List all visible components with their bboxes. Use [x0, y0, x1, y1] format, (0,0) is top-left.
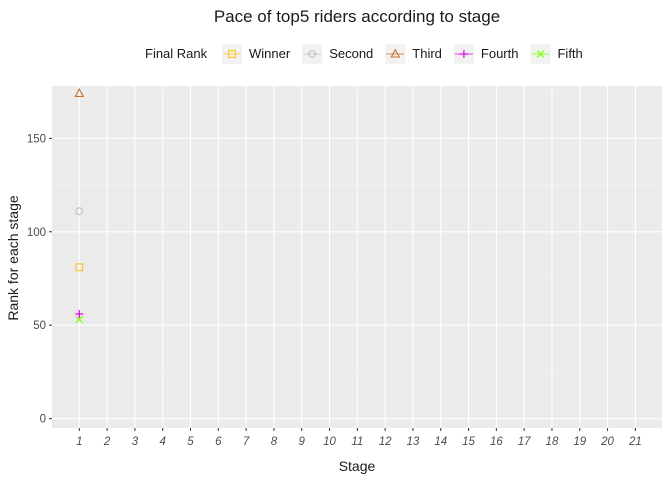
- x-tick-label: 7: [243, 436, 250, 448]
- x-tick-label: 19: [573, 436, 586, 448]
- x-tick-label: 1: [76, 436, 82, 448]
- data-point-winner: [75, 263, 84, 272]
- data-point-fourth: [75, 310, 84, 318]
- plot-panel: [52, 86, 662, 428]
- legend-key-fourth: [453, 44, 474, 64]
- x-tick-label: 13: [407, 436, 420, 448]
- legend: Final Rank Winner Second Third Fourth Fifth: [145, 44, 583, 64]
- x-tick-label: 10: [323, 436, 336, 448]
- x-tick-label: 11: [351, 436, 363, 448]
- legend-label: Winner: [249, 46, 291, 61]
- x-axis-title: Stage: [339, 458, 376, 474]
- data-point-second: [75, 207, 84, 216]
- data-point-third: [74, 87, 85, 98]
- x-tick-label: 6: [215, 436, 222, 448]
- y-axis-title: Rank for each stage: [5, 195, 21, 321]
- y-tick-label: 150: [27, 133, 46, 145]
- chart-title: Pace of top5 riders according to stage: [214, 7, 500, 26]
- x-tick-label: 8: [271, 436, 278, 448]
- legend-key-winner: [222, 44, 242, 64]
- y-tick-label: 100: [27, 227, 46, 239]
- legend-label: Fourth: [481, 46, 519, 61]
- x-tick-label: 5: [187, 436, 194, 448]
- data-point-fifth: [75, 315, 84, 324]
- y-tick-label: 0: [40, 414, 46, 426]
- x-tick-label: 3: [132, 436, 139, 448]
- x-tick-label: 12: [379, 436, 392, 448]
- x-tick-label: 20: [600, 436, 614, 448]
- x-tick-label: 9: [299, 436, 306, 448]
- legend-key-second: [302, 44, 323, 64]
- legend-key-third: [385, 44, 406, 64]
- x-tick-label: 2: [103, 436, 111, 448]
- y-tick-label: 50: [33, 320, 46, 332]
- x-tick-label: 18: [546, 436, 559, 448]
- legend-label: Second: [329, 46, 373, 61]
- legend-key-fifth: [530, 44, 551, 64]
- x-tick-label: 15: [462, 436, 475, 448]
- x-tick-label: 14: [434, 436, 447, 448]
- x-tick-label: 17: [518, 436, 531, 448]
- x-tick-label: 16: [490, 436, 503, 448]
- legend-label: Fifth: [557, 46, 582, 61]
- legend-title: Final Rank: [145, 46, 208, 61]
- x-tick-label: 4: [160, 436, 166, 448]
- x-tick-label: 21: [628, 436, 642, 448]
- legend-label: Third: [412, 46, 442, 61]
